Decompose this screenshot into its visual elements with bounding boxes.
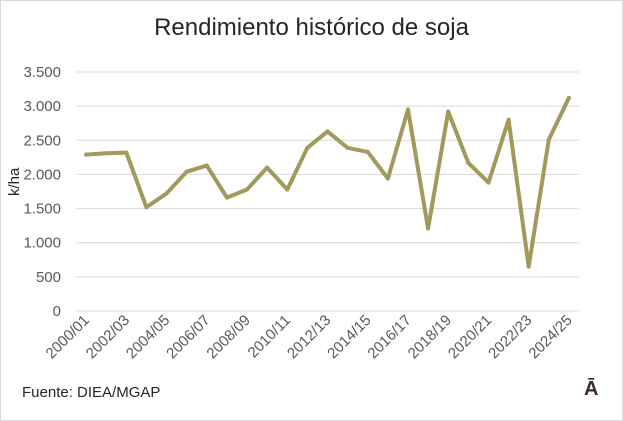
x-tick-label: 2000/01 — [43, 312, 93, 362]
y-tick-label: 2.000 — [23, 166, 61, 183]
data-point — [285, 187, 290, 192]
data-point — [546, 137, 551, 142]
data-point — [345, 145, 350, 150]
x-tick-label: 2022/23 — [485, 312, 535, 362]
data-point — [446, 109, 451, 114]
x-tick-label: 2012/13 — [284, 312, 334, 362]
data-point — [385, 176, 390, 181]
x-tick-label: 2016/17 — [364, 312, 414, 362]
data-point — [486, 180, 491, 185]
data-point — [204, 163, 209, 168]
y-tick-label: 2.500 — [23, 132, 61, 149]
y-tick-label: 1.000 — [23, 235, 61, 252]
data-point — [426, 226, 431, 231]
data-point — [124, 150, 129, 155]
data-point — [144, 205, 149, 210]
y-tick-label: 3.000 — [23, 98, 61, 115]
x-tick-label: 2020/21 — [445, 312, 495, 362]
source-note: Fuente: DIEA/MGAP — [22, 384, 161, 401]
x-tick-label: 2004/05 — [123, 312, 173, 362]
data-point — [104, 151, 109, 156]
data-point — [224, 195, 229, 200]
data-point — [164, 191, 169, 196]
data-point — [245, 187, 250, 192]
data-point — [325, 129, 330, 134]
data-point — [84, 152, 89, 157]
y-tick-label: 500 — [36, 269, 61, 286]
y-tick-label: 0 — [53, 303, 61, 320]
x-tick-label: 2018/19 — [405, 312, 455, 362]
data-point — [365, 149, 370, 154]
x-tick-label: 2002/03 — [83, 312, 133, 362]
data-point — [405, 107, 410, 112]
series-line — [84, 95, 571, 269]
y-tick-label: 3.500 — [23, 64, 61, 81]
x-tick-label: 2024/25 — [525, 312, 575, 362]
data-point — [265, 165, 270, 170]
x-tick-label: 2014/15 — [324, 312, 374, 362]
data-point — [184, 169, 189, 174]
data-point — [506, 117, 511, 122]
data-point — [566, 95, 571, 100]
y-tick-label: 1.500 — [23, 201, 61, 218]
data-point — [305, 145, 310, 150]
chart-title: Rendimiento histórico de soja — [154, 14, 469, 41]
data-point — [466, 160, 471, 165]
data-point — [526, 264, 531, 269]
x-tick-label: 2006/07 — [163, 312, 213, 362]
x-tick-label: 2008/09 — [203, 312, 253, 362]
brand-logo: Ā — [584, 378, 599, 400]
